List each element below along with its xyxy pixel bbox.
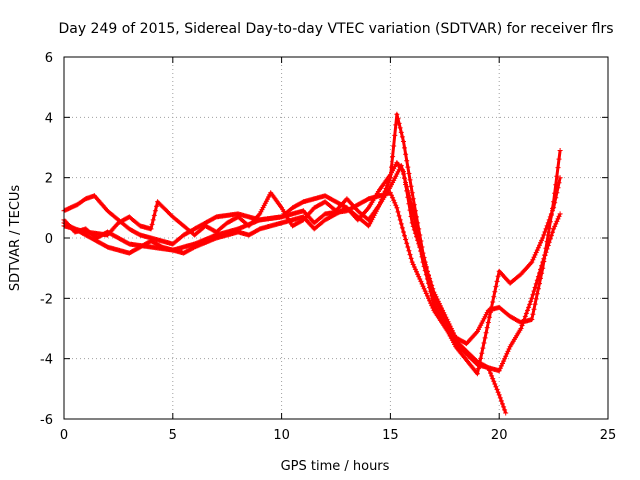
series-track-3: [61, 111, 509, 416]
y-axis-label: SDTVAR / TECUs: [8, 185, 23, 292]
grid-layer: [64, 57, 608, 419]
axis-ticks-layer: 0 5 10 15 20 25 -6 -4 -2 0 2 4 6: [40, 51, 616, 443]
x-tick-label: 20: [491, 428, 508, 443]
y-tick-label: -6: [40, 413, 53, 428]
x-axis-label: GPS time / hours: [281, 459, 390, 474]
y-tick-label: 2: [45, 172, 53, 187]
data-series-layer: [61, 111, 563, 416]
series-track-1: [61, 190, 563, 374]
x-tick-label: 15: [382, 428, 399, 443]
y-tick-label: 6: [45, 51, 53, 66]
y-tick-label: 0: [45, 232, 53, 247]
series-trace: [63, 112, 508, 414]
series-point-markers: [61, 190, 563, 374]
x-tick-label: 10: [273, 428, 290, 443]
chart-title: Day 249 of 2015, Sidereal Day-to-day VTE…: [58, 21, 613, 37]
series-track-4: [61, 163, 563, 377]
x-tick-label: 25: [600, 428, 617, 443]
series-point-markers: [61, 163, 563, 377]
x-tick-label: 5: [169, 428, 177, 443]
series-point-markers: [61, 111, 509, 416]
y-tick-label: -2: [40, 292, 53, 307]
y-tick-label: 4: [45, 111, 53, 126]
x-tick-label: 0: [60, 428, 68, 443]
y-tick-label: -4: [40, 353, 53, 368]
